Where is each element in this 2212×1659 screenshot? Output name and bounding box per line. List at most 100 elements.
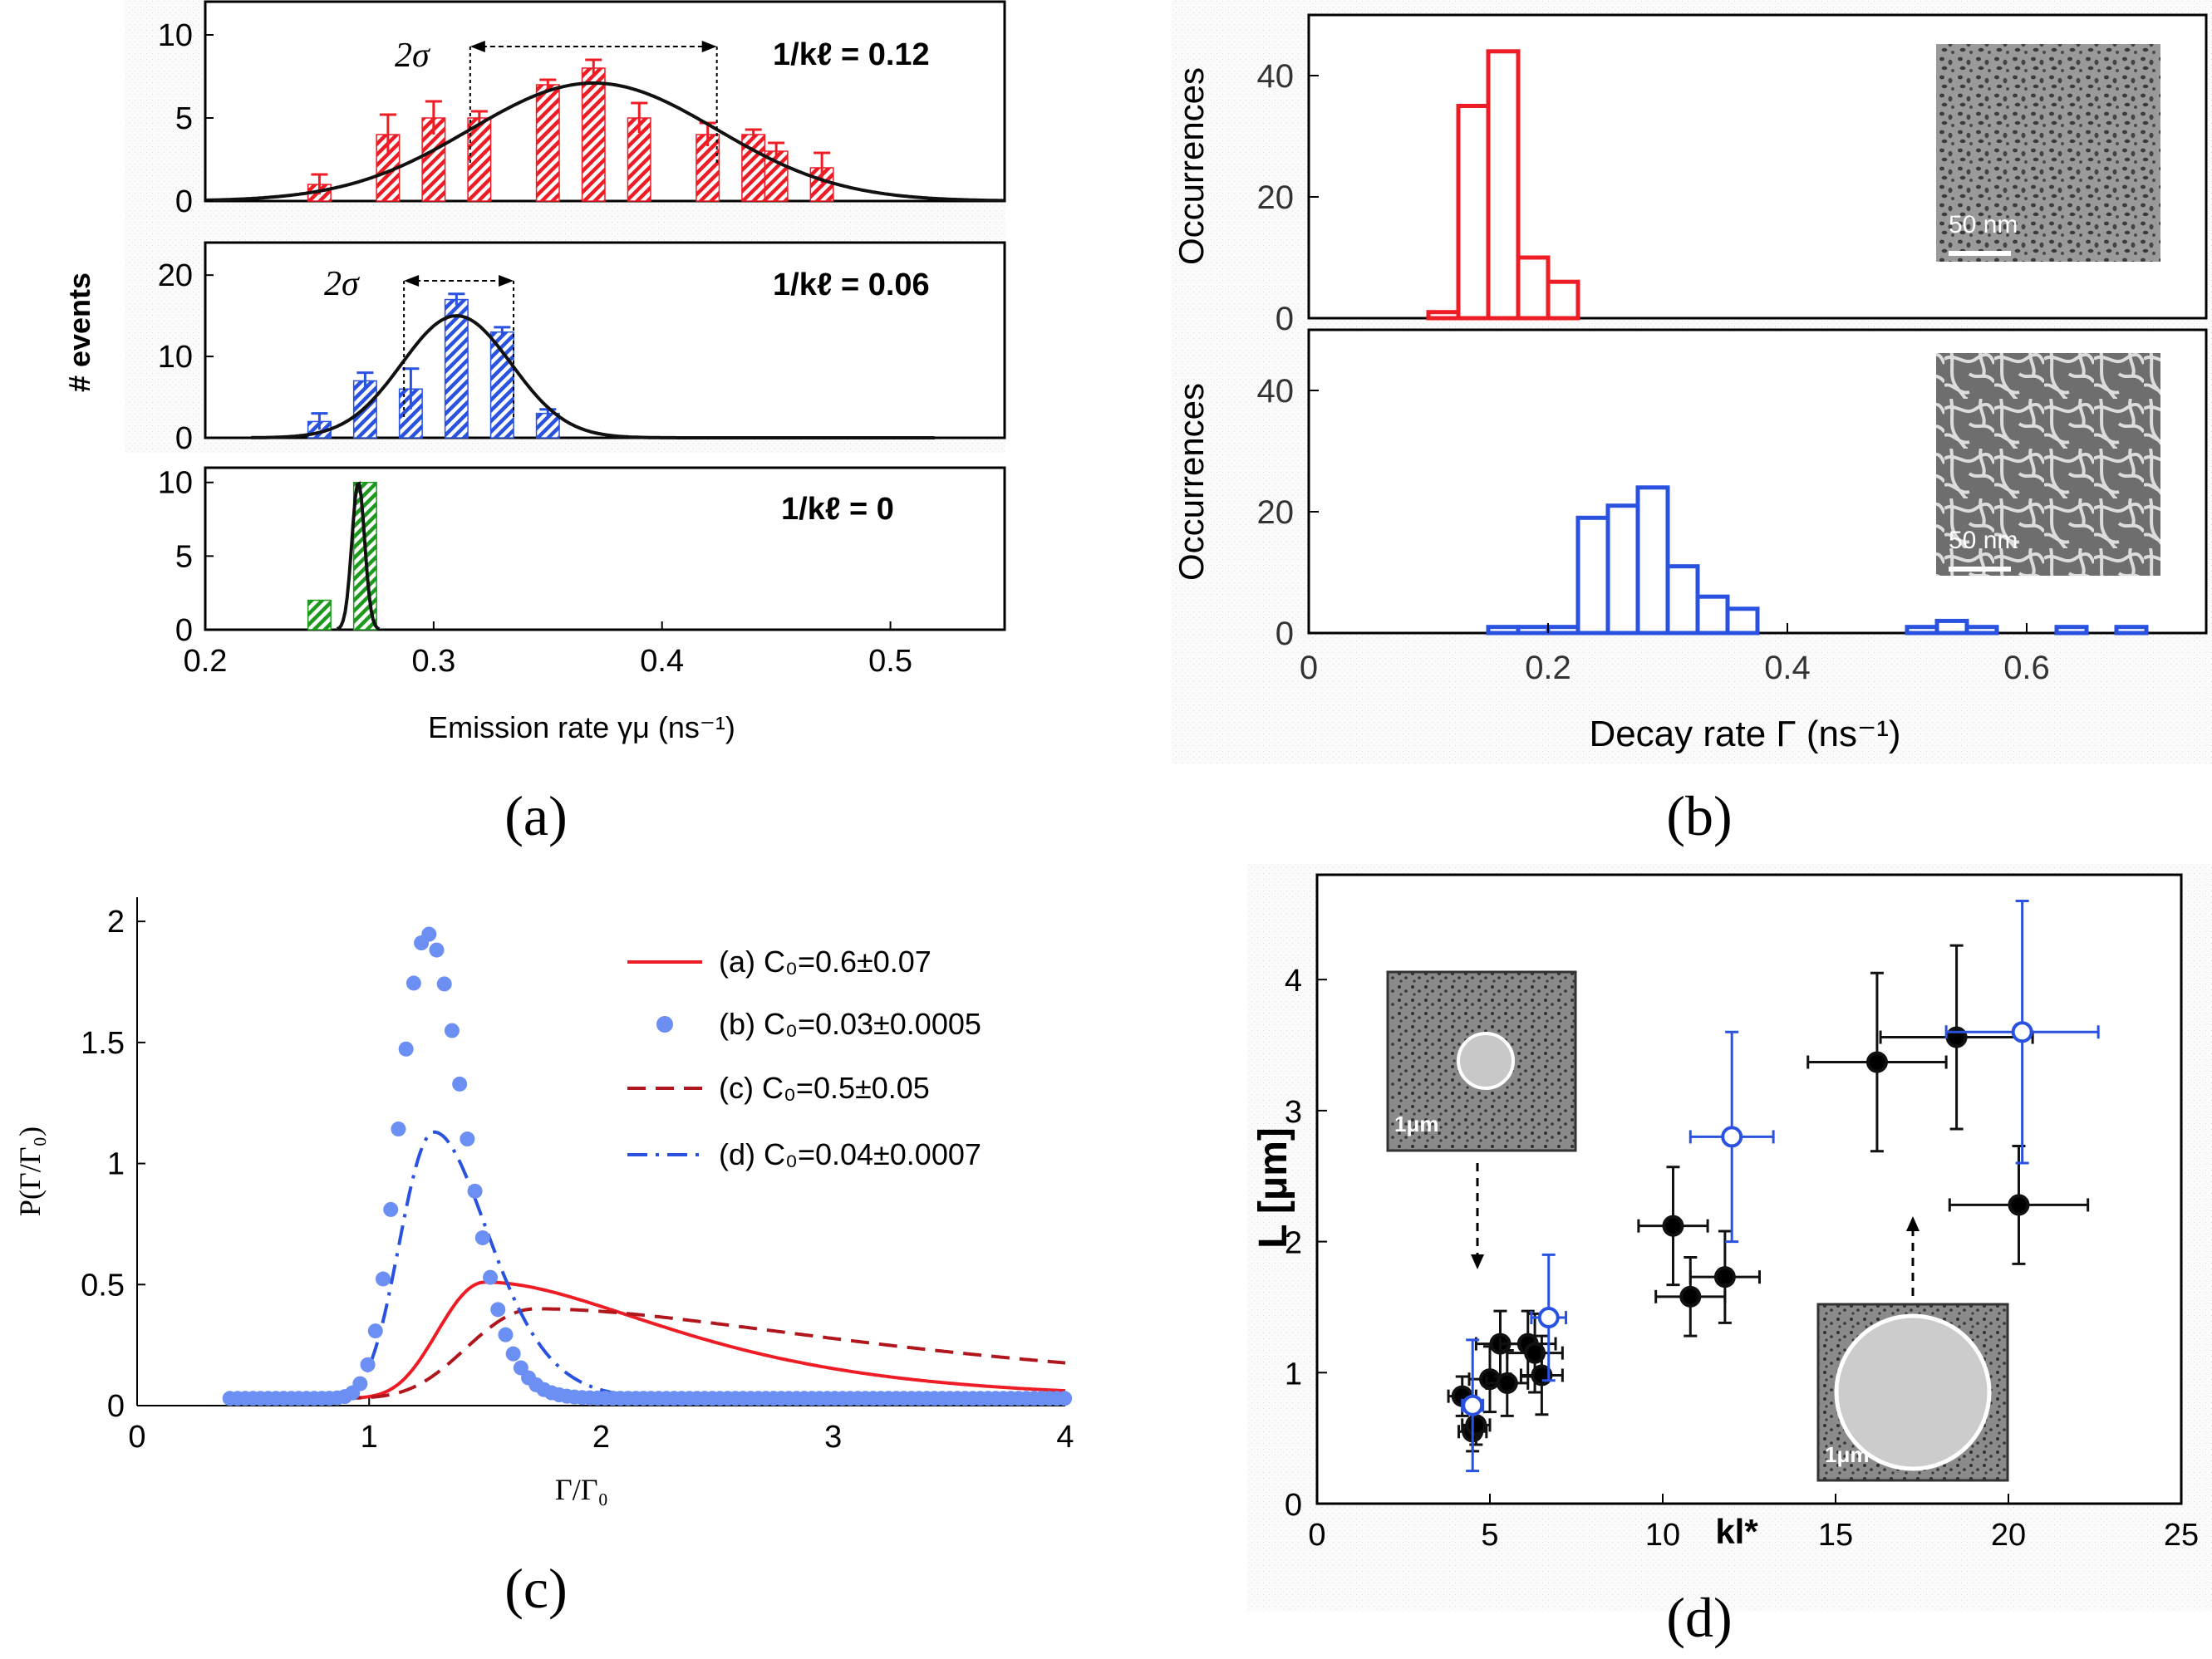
c-dot-b [391, 1122, 406, 1137]
d-point-black [2008, 1194, 2030, 1216]
d-point-black [1496, 1372, 1518, 1394]
c-legend-sample-b [656, 1016, 673, 1033]
b-histogram-bar [1516, 255, 1551, 321]
b-ytick-label: 40 [1257, 373, 1295, 410]
b-histogram-bar [1934, 618, 1969, 636]
c-dot-b [452, 1076, 468, 1092]
panel-b: 0 20 40 0 20 40 0 0.2 0.4 0.6 50 nm 50 nm Occurr… [1172, 0, 2212, 847]
d-point-black [1713, 1266, 1736, 1288]
a-mid-sigma-label: 2σ [324, 265, 361, 303]
d-point-black [1662, 1215, 1684, 1237]
a-ytick-label: 5 [175, 101, 193, 136]
b-histogram-bar [1605, 503, 1640, 636]
b-bot-scale-label: 50 nm [1949, 527, 2018, 554]
d-sem-inset-large-circle [1834, 1313, 1992, 1471]
b-histogram-bar [1635, 485, 1670, 636]
a-xtick-label: 0.4 [640, 644, 684, 679]
panel-c: 0 1 2 3 4 0 0.5 1 1.5 2 P(Γ/Γ₀) Γ/Γ₀ (a) C₀=0.6±0… [13, 897, 1074, 1620]
a-xtick-label: 0.2 [184, 644, 228, 679]
c-xtick-label: 3 [824, 1420, 842, 1455]
d-point-black [1524, 1342, 1546, 1364]
c-dot-b [367, 1323, 383, 1339]
b-ytick-label: 20 [1257, 179, 1295, 216]
c-dot-b [360, 1357, 376, 1372]
b-histogram-bar [1546, 279, 1580, 321]
d-sem-inset-small-scale: 1μm [1394, 1112, 1439, 1136]
d-ytick-label: 2 [1285, 1226, 1302, 1261]
d-arrow-small-head [1471, 1254, 1484, 1269]
c-ytick-label: 1 [107, 1147, 125, 1182]
a-sigma-arrow-head [469, 41, 485, 52]
a-mid-annotation: 1/kℓ = 0.06 [773, 268, 930, 302]
d-ytick-label: 3 [1285, 1095, 1302, 1130]
a-ytick-label: 0 [175, 184, 193, 219]
panel-d: 0 5 10 15 20 25 0 1 2 3 4 1μm 1μm L [μm] kl* (d) [1246, 864, 2212, 1649]
b-histogram-bar [2054, 625, 2089, 636]
a-sigma-arrow-head [499, 275, 514, 287]
b-ytick-label: 0 [1276, 616, 1294, 652]
a-ylabel: # events [62, 272, 96, 392]
c-plot: 0 1 2 3 4 0 0.5 1 1.5 2 [81, 897, 1074, 1455]
c-ytick-label: 0.5 [81, 1268, 125, 1303]
d-sem-inset-large-scale: 1μm [1825, 1442, 1870, 1467]
d-xtick-label: 10 [1645, 1518, 1680, 1553]
b-histogram-bar [1725, 606, 1760, 636]
a-ytick-label: 0 [175, 421, 193, 456]
c-legend-a: (a) C₀=0.6±0.07 [719, 945, 931, 979]
b-histogram-bar [1575, 515, 1610, 636]
d-plot: 0 5 10 15 20 25 0 1 2 3 4 [1285, 900, 2199, 1553]
a-bar [535, 84, 560, 202]
b-top-scale-label: 50 nm [1949, 211, 2018, 238]
b-ytick-label: 0 [1276, 301, 1294, 337]
b-xtick-label: 0.6 [2003, 650, 2050, 686]
b-histogram-bar [1426, 310, 1461, 321]
a-bot-plot: 0 5 10 0.2 0.3 0.4 0.5 [158, 466, 912, 679]
c-xlabel: Γ/Γ₀ [555, 1473, 608, 1506]
c-xtick-label: 1 [361, 1420, 378, 1455]
c-dot-b [406, 975, 421, 991]
b-bot-plot: 0 20 40 0 0.2 0.4 0.6 [1257, 373, 2149, 686]
c-legend-d: (d) C₀=0.04±0.0007 [719, 1137, 981, 1171]
d-point-black [1679, 1285, 1702, 1308]
d-arrow-large-head [1906, 1216, 1920, 1231]
b-xtick-label: 0 [1300, 650, 1318, 686]
b-histogram-bar [2114, 625, 2149, 636]
b-histogram-bar [1516, 625, 1551, 636]
a-sigma-arrow-head [701, 41, 717, 52]
c-dot-b [429, 942, 445, 958]
b-histogram-bar [1665, 564, 1700, 636]
c-legend-b: (b) C₀=0.03±0.0005 [719, 1007, 981, 1041]
c-dot-b [467, 1183, 483, 1199]
a-gaussian-fit [336, 481, 381, 631]
panel-c-label: (c) [504, 1557, 567, 1620]
b-histogram-bar [1456, 104, 1491, 321]
c-curve-a [229, 1280, 1066, 1401]
b-histogram-bar [1695, 594, 1730, 636]
a-top-plot: 0 5 10 [158, 18, 1005, 219]
b-histogram-bar [1486, 49, 1521, 321]
d-xtick-label: 20 [1991, 1518, 2026, 1553]
b-histogram-bar [1486, 625, 1521, 636]
a-bar [489, 331, 514, 439]
a-xlabel: Emission rate γμ (ns⁻¹) [428, 710, 735, 744]
d-xtick-label: 5 [1481, 1518, 1498, 1553]
b-bot-sem-inset [1936, 353, 2160, 576]
d-axes [1315, 873, 2183, 1505]
b-xtick-label: 0.4 [1764, 650, 1811, 686]
c-dot-b [444, 1023, 460, 1038]
c-dot-b [421, 926, 437, 942]
c-dot-b [1057, 1391, 1073, 1406]
c-dot-b [352, 1376, 368, 1391]
a-ytick-label: 10 [158, 466, 193, 501]
c-dot-b [474, 1230, 490, 1245]
a-bar [307, 599, 332, 631]
c-xtick-label: 0 [128, 1420, 145, 1455]
b-top-plot: 0 20 40 [1257, 49, 1580, 337]
c-ytick-label: 1.5 [81, 1026, 125, 1061]
d-sem-inset-small-circle [1457, 1032, 1515, 1090]
a-top-annotation: 1/kℓ = 0.12 [773, 37, 930, 72]
d-ytick-label: 4 [1285, 964, 1302, 999]
d-ylabel: L [μm] [1251, 1127, 1295, 1249]
